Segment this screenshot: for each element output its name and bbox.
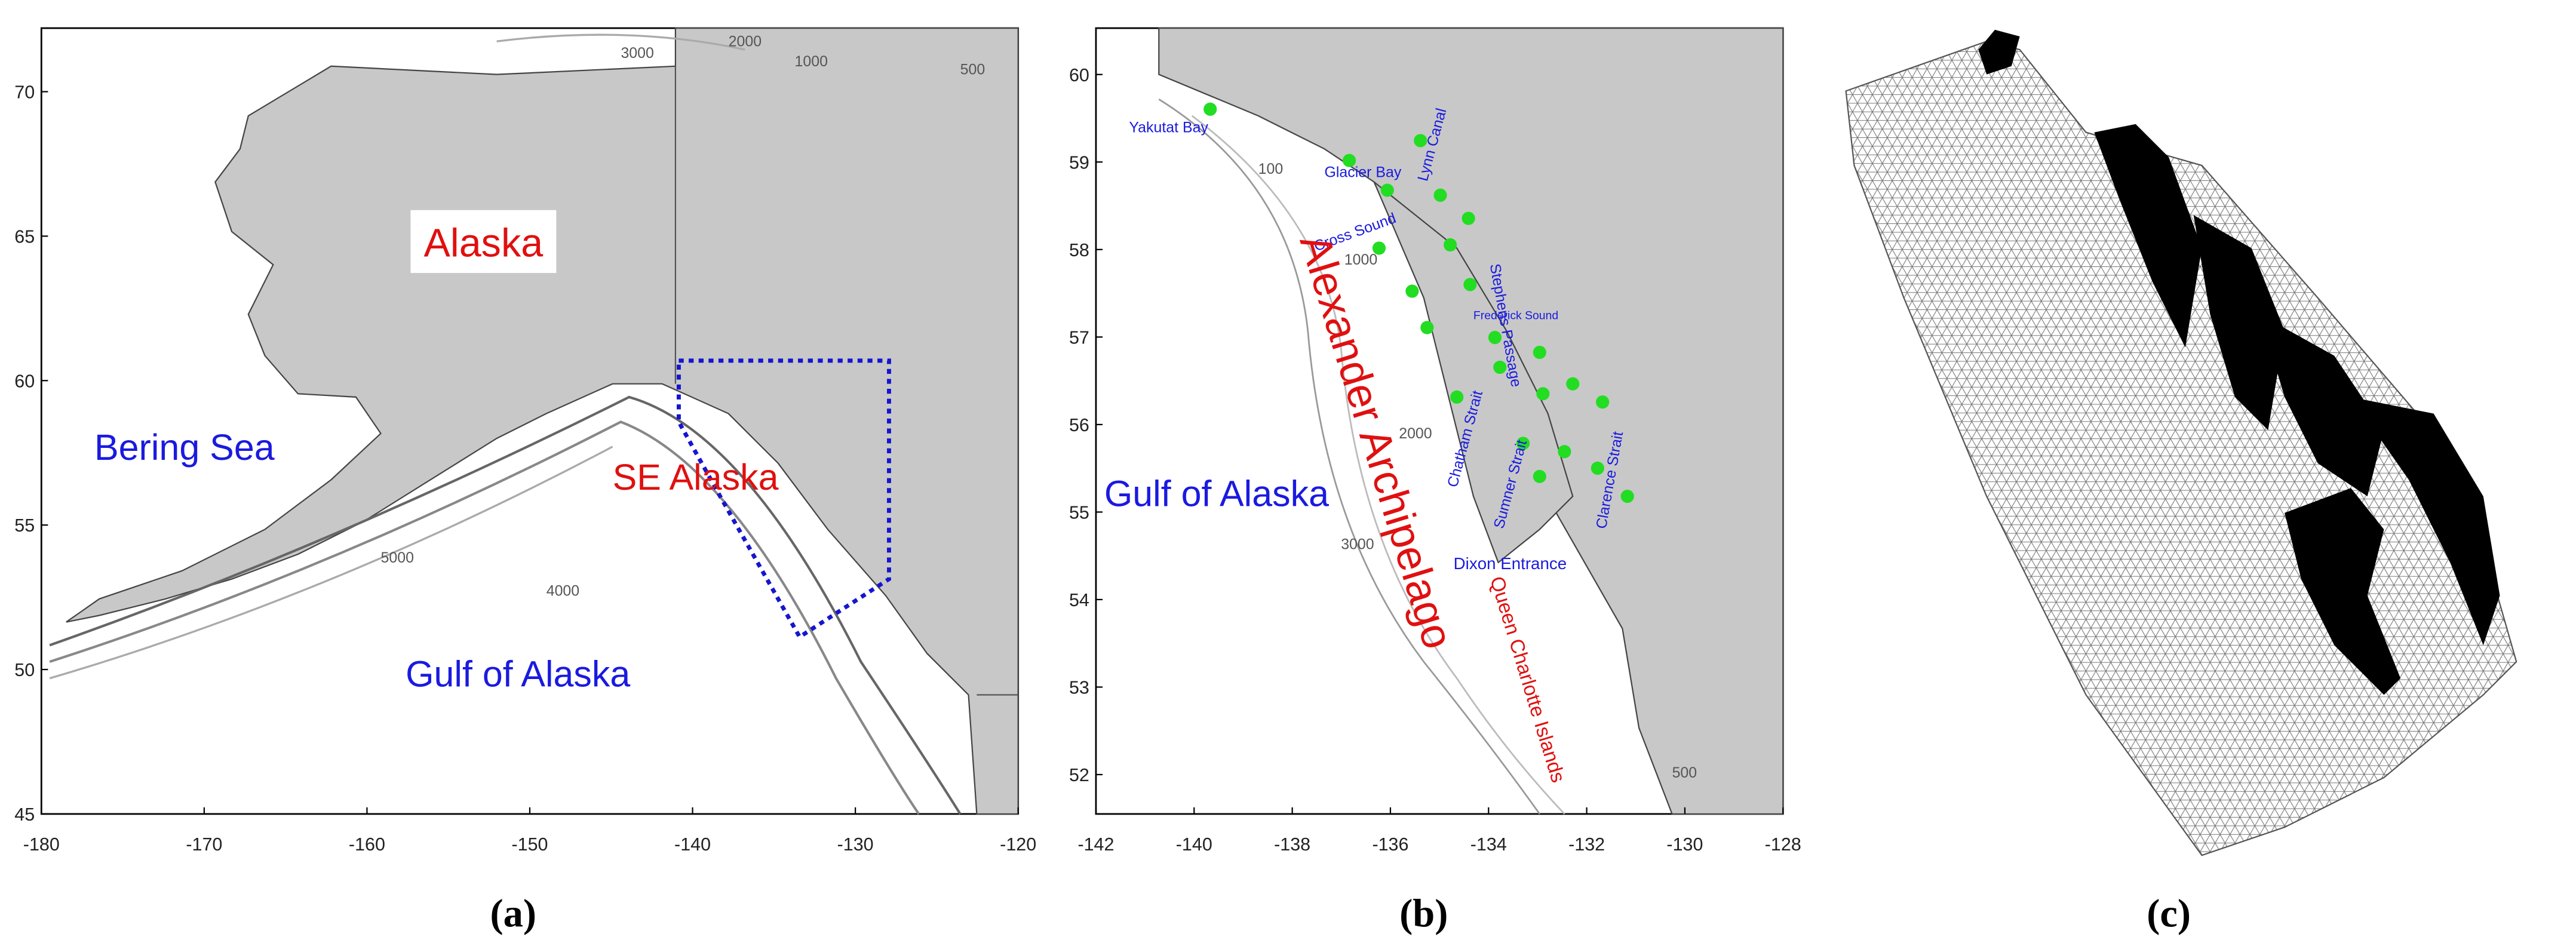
contour-label: 3000 [621, 45, 653, 62]
contour-line [49, 420, 920, 815]
y-tick-label: 65 [14, 226, 35, 247]
x-tick-label: -140 [1176, 834, 1212, 855]
station [1203, 102, 1217, 116]
coastline [1978, 29, 2500, 695]
place-label: Yakutat Bay [1129, 119, 1208, 136]
y-tick-label: 60 [1069, 65, 1089, 85]
y-tick-label: 55 [1069, 502, 1089, 523]
contour-label: 500 [1672, 764, 1697, 781]
x-tick-label: -128 [1765, 834, 1801, 855]
y-tick-label: 56 [1069, 415, 1089, 435]
contour-line [1158, 99, 1540, 815]
station [1380, 183, 1394, 197]
place-label: Alaska [424, 221, 544, 265]
place-label: Gulf of Alaska [406, 654, 630, 695]
contour-label: 500 [960, 62, 985, 78]
y-tick-label: 59 [1069, 152, 1089, 173]
y-tick-label: 55 [14, 515, 35, 536]
y-tick-label: 57 [1069, 327, 1089, 348]
stations [1203, 102, 1634, 503]
contour-label: 1000 [794, 53, 827, 70]
contour-line [49, 33, 745, 680]
x-tick-label: -130 [837, 834, 874, 855]
station [1405, 284, 1419, 298]
island [1373, 181, 1574, 564]
place-label: Dixon Entrance [1454, 554, 1567, 573]
y-tick-label: 54 [1069, 590, 1089, 610]
place-label: Glacier Bay [1324, 164, 1401, 180]
station [1591, 461, 1604, 475]
x-tick-label: -130 [1666, 834, 1703, 855]
study-area-box [676, 358, 891, 640]
y-tick-label: 58 [1069, 240, 1089, 260]
border [674, 66, 1018, 696]
station [1342, 153, 1356, 167]
station [1620, 489, 1634, 503]
station [1493, 360, 1507, 374]
x-tick-label: -140 [674, 834, 711, 855]
station [1488, 331, 1502, 345]
panel-label: (b) [1399, 892, 1448, 935]
x-tick-label: -150 [511, 834, 548, 855]
y-tick-label: 70 [14, 82, 35, 103]
station [1444, 238, 1457, 252]
contour-line [1191, 115, 1565, 815]
contour-label: 1000 [1344, 251, 1377, 268]
panel-b: Yakutat Bay Glacier Bay Lynn Canal Steph… [1095, 27, 1784, 935]
contour-label: 4000 [546, 582, 579, 599]
y-tick-label: 53 [1069, 678, 1089, 698]
panel-label: (c) [2147, 892, 2191, 935]
y-tick-label: 50 [14, 660, 35, 680]
station [1372, 241, 1386, 255]
place-label: Frederick Sound [1473, 309, 1558, 322]
place-label: SE Alaska [613, 457, 779, 497]
station [1463, 278, 1477, 291]
label-background [410, 210, 557, 274]
station [1420, 321, 1434, 334]
contour-label: 100 [1258, 161, 1284, 177]
station [1450, 390, 1464, 404]
station [1414, 134, 1427, 148]
x-tick-label: -142 [1077, 834, 1114, 855]
y-tick-label: 45 [14, 804, 35, 825]
station [1533, 345, 1546, 360]
panel-a: Alaska Bering Sea SE Alaska Gulf of Alas… [40, 27, 1020, 935]
x-tick-label: -134 [1470, 834, 1507, 855]
x-tick-label: -138 [1274, 834, 1310, 855]
place-label: Bering Sea [94, 427, 275, 468]
x-tick-label: -136 [1372, 834, 1408, 855]
y-tick-label: 60 [14, 371, 35, 391]
place-label: Gulf of Alaska [1104, 474, 1329, 514]
station [1533, 469, 1546, 483]
contour-line [49, 395, 962, 815]
station [1516, 437, 1530, 450]
contour-label: 2000 [1399, 425, 1432, 442]
x-tick-label: -160 [349, 834, 385, 855]
x-tick-label: -132 [1568, 834, 1605, 855]
contour-label: 2000 [729, 33, 762, 50]
contour-label: 5000 [381, 549, 414, 566]
panel-c: (c) [1845, 29, 2517, 935]
x-tick-label: -120 [1000, 834, 1036, 855]
y-tick-label: 52 [1069, 765, 1089, 785]
contour-label: 3000 [1341, 536, 1374, 553]
station [1596, 395, 1610, 409]
station [1558, 445, 1571, 459]
station [1462, 211, 1475, 225]
station [1433, 188, 1447, 202]
station [1566, 377, 1580, 391]
panel-label: (a) [490, 892, 536, 935]
x-tick-label: -180 [23, 834, 60, 855]
x-tick-label: -170 [186, 834, 222, 855]
station [1536, 387, 1550, 401]
